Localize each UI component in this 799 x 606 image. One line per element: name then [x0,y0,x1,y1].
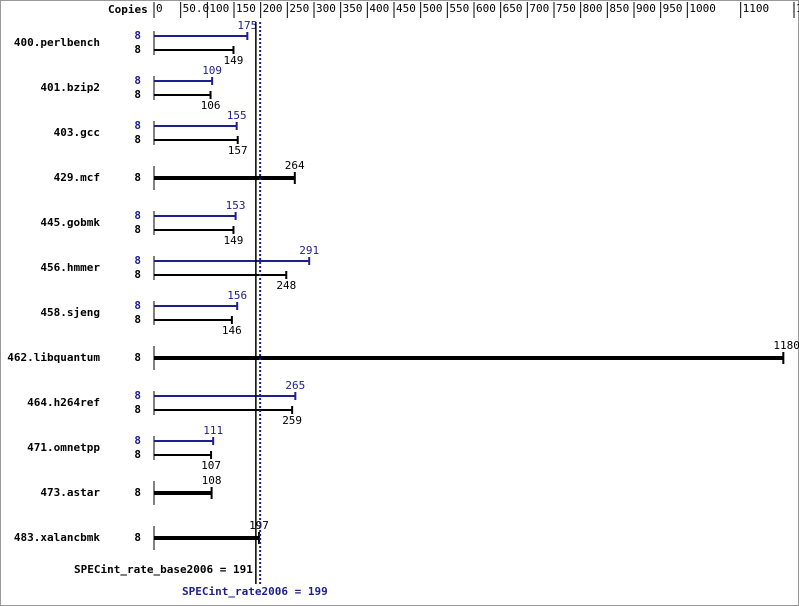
value-label: 149 [224,54,244,67]
x-tick-label: 850 [609,2,629,15]
x-tick-label: 250 [289,2,309,15]
x-tick-label: 1200 [796,2,799,15]
copies: 8 [134,403,141,416]
summary-label: SPECint_rate_base2006 = 191 [74,563,253,576]
value-label: 107 [201,459,221,472]
value-label: 106 [201,99,221,112]
x-tick-label: 1100 [743,2,770,15]
value-label: 197 [249,519,269,532]
copies: 8 [134,313,141,326]
x-tick-label: 650 [503,2,523,15]
copies: 8 [134,133,141,146]
copies: 8 [134,531,141,544]
value-label: 146 [222,324,242,337]
value-label: 149 [224,234,244,247]
copies: 8 [134,268,141,281]
copies: 8 [134,351,141,364]
value-label: 248 [276,279,296,292]
x-tick-label: 200 [263,2,283,15]
value-label: 291 [299,244,319,257]
x-tick-label: 750 [556,2,576,15]
value-label: 265 [285,379,305,392]
copies: 8 [134,254,141,267]
category-label: 462.libquantum [7,351,100,364]
category-label: 471.omnetpp [27,441,100,454]
category-label: 403.gcc [54,126,100,139]
copies: 8 [134,299,141,312]
value-label: 155 [227,109,247,122]
copies: 8 [134,209,141,222]
x-label: Copies [108,3,148,16]
copies: 8 [134,29,141,42]
value-label: 108 [202,474,222,487]
x-tick-label: 950 [663,2,683,15]
x-tick-label: 450 [396,2,416,15]
category-label: 464.h264ref [27,396,100,409]
x-tick-label: 400 [369,2,389,15]
value-label: 153 [226,199,246,212]
category-label: 400.perlbench [14,36,100,49]
x-tick-label: 100 [209,2,229,15]
copies: 8 [134,43,141,56]
copies: 8 [134,171,141,184]
value-label: 264 [285,159,305,172]
copies: 8 [134,88,141,101]
value-label: 157 [228,144,248,157]
x-tick-label: 1000 [689,2,716,15]
x-tick-label: 800 [583,2,603,15]
copies: 8 [134,486,141,499]
value-label: 111 [203,424,223,437]
copies: 8 [134,448,141,461]
x-tick-label: 300 [316,2,336,15]
category-label: 483.xalancbmk [14,531,100,544]
copies: 8 [134,434,141,447]
value-label: 175 [237,19,257,32]
summary-label: SPECint_rate2006 = 199 [182,585,328,598]
x-tick-label: 50.0 [183,2,210,15]
copies: 8 [134,74,141,87]
x-tick-label: 900 [636,2,656,15]
copies: 8 [134,223,141,236]
category-label: 445.gobmk [40,216,100,229]
category-label: 458.sjeng [40,306,100,319]
category-label: 473.astar [40,486,100,499]
value-label: 109 [202,64,222,77]
x-tick-label: 0 [156,2,163,15]
x-tick-label: 550 [449,2,469,15]
category-label: 429.mcf [54,171,100,184]
category-label: 401.bzip2 [40,81,100,94]
x-tick-label: 350 [343,2,363,15]
x-tick-label: 500 [423,2,443,15]
category-label: 456.hmmer [40,261,100,274]
value-label: 1180 [773,339,799,352]
x-tick-label: 600 [476,2,496,15]
copies: 8 [134,389,141,402]
x-tick-label: 700 [529,2,549,15]
value-label: 259 [282,414,302,427]
value-label: 156 [227,289,247,302]
x-tick-label: 150 [236,2,256,15]
copies: 8 [134,119,141,132]
